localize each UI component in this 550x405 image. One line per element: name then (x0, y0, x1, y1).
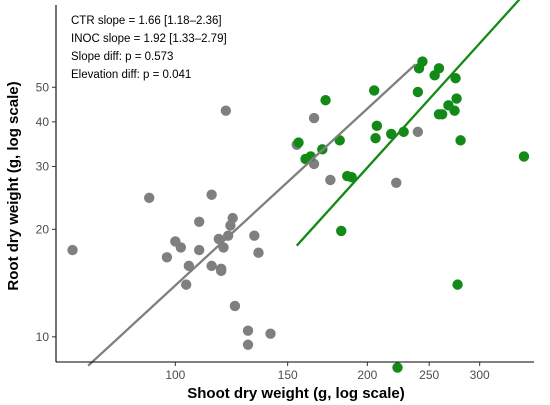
data-point-ctr (67, 244, 78, 256)
y-tick-label: 10 (36, 330, 50, 344)
data-point-ctr (308, 112, 320, 124)
data-point-inoc (455, 135, 466, 146)
data-point-inoc (436, 109, 448, 120)
data-point-ctr (242, 339, 254, 350)
data-point-ctr (249, 230, 260, 241)
data-point-inoc (320, 94, 331, 106)
y-axis-ticks: 10 20 30 40 50 (36, 80, 56, 344)
data-point-inoc (518, 151, 530, 162)
data-point-inoc (433, 63, 445, 74)
data-point-ctr (194, 216, 205, 227)
annotation-inoc-slope: INOC slope = 1.92 [1.33–2.79] (71, 33, 227, 45)
y-axis-title: Root dry weight (g, log scale) (5, 81, 22, 290)
series-inoc (293, 56, 530, 373)
annotation-elevation-diff: Elevation diff: p = 0.041 (71, 69, 191, 81)
data-point-inoc (346, 171, 357, 183)
x-tick-label: 250 (419, 368, 439, 382)
y-tick-label: 40 (36, 115, 50, 129)
data-point-ctr (206, 260, 217, 272)
x-axis-ticks: 100 150 200 250 300 (165, 362, 490, 382)
data-point-inoc (371, 120, 383, 131)
data-point-ctr (229, 300, 241, 312)
data-point-inoc (450, 73, 461, 84)
data-layer (67, 0, 530, 373)
data-point-ctr (194, 244, 205, 256)
data-point-ctr (161, 252, 173, 263)
x-tick-label: 150 (278, 368, 298, 382)
data-point-ctr (325, 174, 336, 186)
data-point-ctr (412, 126, 424, 138)
data-point-ctr (175, 242, 187, 253)
data-point-inoc (293, 137, 304, 148)
data-point-ctr (144, 192, 155, 204)
data-point-ctr (220, 105, 232, 116)
x-axis-title: Shoot dry weight (g, log scale) (187, 385, 405, 402)
data-point-inoc (452, 279, 463, 290)
data-point-inoc (336, 225, 347, 237)
fit-line-inoc (295, 0, 521, 247)
data-point-ctr (215, 265, 227, 277)
data-point-inoc (368, 85, 380, 96)
data-point-ctr (181, 279, 192, 290)
data-point-inoc (451, 93, 462, 104)
y-tick-label: 30 (36, 159, 50, 173)
data-point-inoc (412, 86, 424, 98)
data-point-ctr (183, 260, 195, 272)
data-point-ctr (391, 177, 402, 189)
data-point-inoc (392, 362, 403, 373)
x-tick-label: 100 (165, 368, 185, 382)
y-tick-label: 50 (36, 80, 50, 94)
stats-annotation: CTR slope = 1.66 [1.18–2.36] INOC slope … (71, 15, 227, 81)
series-ctr (67, 105, 424, 350)
y-tick-label: 20 (36, 222, 50, 236)
data-point-inoc (370, 133, 381, 144)
annotation-ctr-slope: CTR slope = 1.66 [1.18–2.36] (71, 15, 222, 27)
data-point-ctr (206, 189, 217, 200)
data-point-ctr (227, 212, 238, 224)
data-point-inoc (417, 56, 428, 67)
data-point-inoc (386, 128, 397, 140)
data-point-ctr (265, 328, 276, 339)
data-point-inoc (449, 105, 460, 116)
data-point-ctr (253, 247, 264, 258)
x-tick-label: 300 (470, 368, 490, 382)
x-tick-label: 200 (357, 368, 377, 382)
annotation-slope-diff: Slope diff: p = 0.573 (71, 51, 173, 63)
fit-line-ctr (87, 63, 417, 367)
data-point-ctr (242, 325, 254, 336)
